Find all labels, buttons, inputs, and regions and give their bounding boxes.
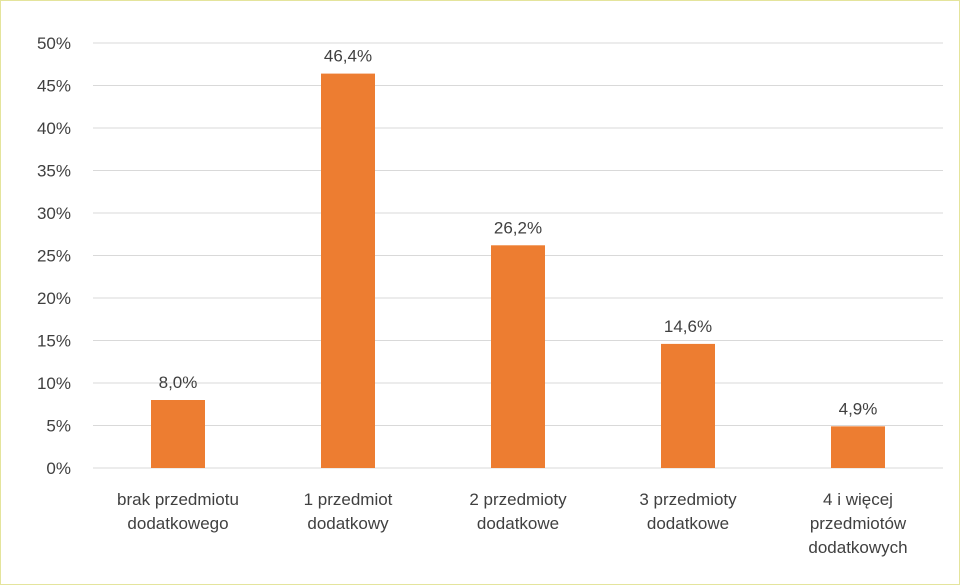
category-label-line: 1 przedmiot [304, 490, 393, 509]
category-label: 4 i więcej przedmiotów dodatkowych [808, 490, 907, 557]
category-label-line: 4 i więcej [823, 490, 893, 509]
y-tick-label: 45% [37, 77, 71, 96]
category-label-line: brak przedmiotu [117, 490, 239, 509]
y-tick-label: 50% [37, 34, 71, 53]
category-label-line: dodatkowe [647, 514, 729, 533]
x-axis-category-labels: brak przedmiotu dodatkowego 1 przedmiot dod… [117, 490, 908, 557]
y-tick-label: 25% [37, 247, 71, 266]
y-tick-label: 35% [37, 162, 71, 181]
data-label: 14,6% [664, 317, 712, 336]
category-label: brak przedmiotu dodatkowego [117, 490, 239, 533]
data-label: 8,0% [159, 373, 198, 392]
y-tick-label: 40% [37, 119, 71, 138]
category-label: 1 przedmiot dodatkowy [304, 490, 393, 533]
data-labels: 8,0% 46,4% 26,2% 14,6% 4,9% [159, 47, 878, 419]
data-label: 4,9% [839, 399, 878, 418]
category-label-line: przedmiotów [810, 514, 907, 533]
bar [491, 245, 545, 468]
data-label: 46,4% [324, 47, 372, 66]
category-label-line: 3 przedmioty [639, 490, 737, 509]
category-label-line: dodatkowych [808, 538, 907, 557]
y-tick-label: 10% [37, 374, 71, 393]
category-label-line: dodatkowego [127, 514, 228, 533]
bars [151, 73, 885, 468]
data-label: 26,2% [494, 218, 542, 237]
y-tick-label: 30% [37, 204, 71, 223]
category-label: 3 przedmioty dodatkowe [639, 490, 737, 533]
category-label-line: 2 przedmioty [469, 490, 567, 509]
category-label: 2 przedmioty dodatkowe [469, 490, 567, 533]
category-label-line: dodatkowy [307, 514, 389, 533]
bar [661, 343, 715, 468]
bar [831, 426, 885, 468]
category-label-line: dodatkowe [477, 514, 559, 533]
y-tick-label: 15% [37, 332, 71, 351]
bar [321, 73, 375, 468]
bar [151, 400, 205, 468]
y-tick-label: 0% [46, 459, 71, 478]
y-axis-tick-labels: 0% 5% 10% 15% 20% 25% 30% 35% 40% 45% 50% [37, 34, 71, 478]
y-tick-label: 20% [37, 289, 71, 308]
y-tick-label: 5% [46, 417, 71, 436]
